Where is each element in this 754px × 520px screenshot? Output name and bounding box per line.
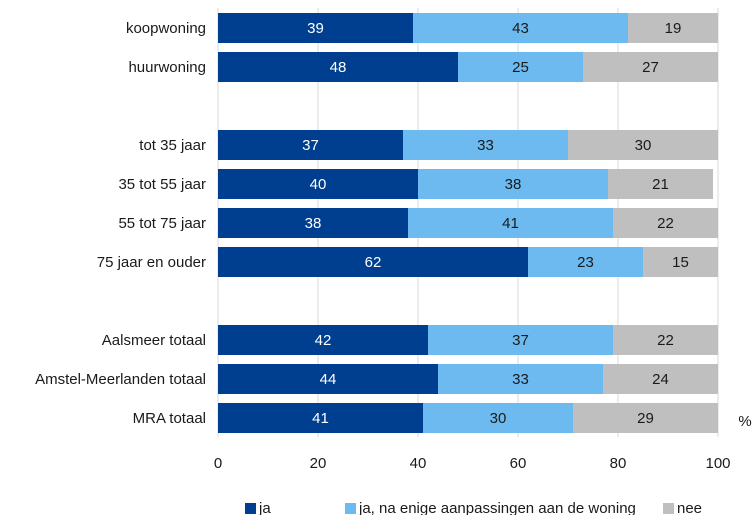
bar-segment: [573, 403, 718, 433]
data-label: 43: [512, 20, 529, 37]
data-label: 22: [657, 332, 674, 349]
bar-segment: [403, 130, 568, 160]
bars: [218, 13, 718, 433]
category-label: 55 tot 75 jaar: [118, 215, 206, 232]
bar-segment: [218, 208, 408, 238]
bar-segment: [218, 325, 428, 355]
legend-swatch: [663, 503, 674, 514]
bar-segment: [418, 169, 608, 199]
legend: ja ja, na enige aanpassingen aan de wonin…: [245, 500, 702, 517]
bar-segment: [458, 52, 583, 82]
data-label: 21: [652, 176, 669, 193]
bar-segment: [218, 13, 413, 43]
data-label: 38: [305, 215, 322, 232]
x-tick-label: 80: [610, 455, 627, 472]
data-label: 42: [315, 332, 332, 349]
category-label: 35 tot 55 jaar: [118, 176, 206, 193]
category-labels: koopwoning huurwoning tot 35 jaar 35 tot 55…: [35, 20, 206, 427]
data-label: 24: [652, 371, 669, 388]
data-label: 39: [307, 20, 324, 37]
data-label: 23: [577, 254, 594, 271]
x-tick-label: 100: [705, 455, 730, 472]
legend-label: ja, na enige aanpassingen aan de woning: [358, 500, 636, 515]
data-label: 41: [502, 215, 519, 232]
data-label: 15: [672, 254, 689, 271]
bar-segment: [218, 52, 458, 82]
data-label: 62: [365, 254, 382, 271]
data-label: 37: [512, 332, 529, 349]
data-label: 37: [302, 137, 319, 154]
bar-segment: [568, 130, 718, 160]
data-label: 30: [635, 137, 652, 154]
bar-segment: [218, 169, 418, 199]
unit-label: %: [738, 413, 751, 430]
bar-segment: [428, 325, 613, 355]
category-label: huurwoning: [128, 59, 206, 76]
x-tick-label: 40: [410, 455, 427, 472]
x-tick-label: 20: [310, 455, 327, 472]
bar-segment: [218, 130, 403, 160]
x-axis-ticks: 0 20 40 60 80 100: [214, 455, 731, 472]
data-label: 30: [490, 410, 507, 427]
bar-segment: [218, 403, 423, 433]
bar-segment: [603, 364, 718, 394]
bar-segment: [613, 208, 718, 238]
bar-segment: [438, 364, 603, 394]
bar-segment: [628, 13, 718, 43]
data-label: 29: [637, 410, 654, 427]
category-label: koopwoning: [126, 20, 206, 37]
legend-label: nee: [677, 500, 702, 515]
legend-swatch: [245, 503, 256, 514]
bar-segment: [608, 169, 713, 199]
category-label: tot 35 jaar: [139, 137, 206, 154]
category-label: Amstel-Meerlanden totaal: [35, 371, 206, 388]
data-label: 41: [312, 410, 329, 427]
x-tick-label: 60: [510, 455, 527, 472]
legend-swatch: [345, 503, 356, 514]
bar-segment: [218, 364, 438, 394]
category-label: Aalsmeer totaal: [102, 332, 206, 349]
data-label: 19: [665, 20, 682, 37]
bar-segment: [528, 247, 643, 277]
bar-segment: [583, 52, 718, 82]
category-label: MRA totaal: [133, 410, 206, 427]
bar-segment: [423, 403, 573, 433]
data-label: 25: [512, 59, 529, 76]
data-label: 40: [310, 176, 327, 193]
data-label: 33: [477, 137, 494, 154]
data-label: 38: [505, 176, 522, 193]
data-label: 33: [512, 371, 529, 388]
data-label: 27: [642, 59, 659, 76]
data-label: 44: [320, 371, 337, 388]
legend-label: ja: [258, 500, 271, 515]
bar-segment: [408, 208, 613, 238]
x-tick-label: 0: [214, 455, 222, 472]
bar-segment: [613, 325, 718, 355]
bar-segment: [218, 247, 528, 277]
data-label: 48: [330, 59, 347, 76]
bar-segment: [413, 13, 628, 43]
category-label: 75 jaar en ouder: [97, 254, 206, 271]
data-label: 22: [657, 215, 674, 232]
bar-segment: [643, 247, 718, 277]
data-labels: 39 43 19 48 25 27 37 33 30 40 38 21 38 41 22 62 23 15 42 37…: [302, 20, 689, 427]
